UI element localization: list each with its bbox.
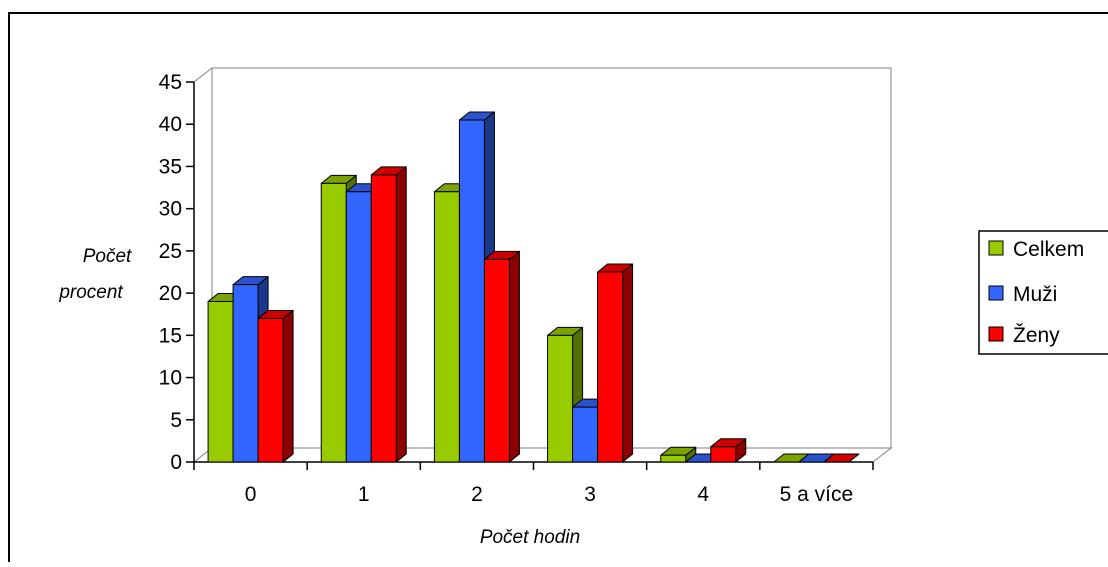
bar-front-face: [547, 334, 574, 463]
x-axis-ticks: 0 1 2 3 4 5 a více: [193, 462, 874, 506]
legend-label-celkem: Celkem: [1013, 238, 1084, 261]
x-tick-label: 3: [584, 483, 596, 506]
bar-side-face: [395, 166, 407, 463]
bar-front-face: [660, 454, 687, 463]
x-tick-label: 0: [245, 483, 257, 506]
bar-zeny-3: [597, 263, 634, 463]
bar-zeny-2: [483, 250, 520, 463]
bar-zeny-5-a-vice: [823, 453, 860, 463]
bar-front-face: [370, 174, 397, 463]
bar-side-face: [622, 263, 634, 463]
bar-front-face: [572, 406, 599, 463]
bar-front-face: [433, 191, 460, 463]
bar-front-face: [232, 284, 259, 463]
bar-zeny-0: [257, 309, 294, 463]
y-axis-ticks: 0 5 10 15 20 25 30 35 40 45: [159, 71, 194, 474]
bar-side-face: [282, 309, 294, 463]
y-axis-title-line-2: procent: [58, 282, 123, 303]
bar-zeny-4: [710, 438, 747, 463]
bar-front-face: [458, 119, 485, 463]
y-axis-title-line-1: Počet: [83, 246, 132, 267]
side-wall-edge: [193, 67, 213, 83]
y-tick-label: 40: [159, 113, 182, 136]
y-tick-label: 10: [159, 367, 182, 390]
x-tick-label: 4: [697, 483, 709, 506]
bar-side-face: [508, 250, 520, 463]
legend-label-muzi: Muži: [1013, 283, 1057, 306]
bar-front-face: [597, 271, 624, 463]
bar-top-face: [823, 453, 860, 463]
bar-front-face: [257, 317, 284, 463]
legend-swatch-celkem: [988, 240, 1004, 256]
x-tick-label: 5 a více: [780, 483, 854, 506]
y-tick-label: 35: [159, 155, 182, 178]
bar-front-face: [345, 191, 372, 463]
legend-swatch-zeny: [988, 326, 1004, 342]
legend-label-zeny: Ženy: [1013, 324, 1060, 347]
x-tick-label: 1: [358, 483, 370, 506]
legend: Celkem Muži Ženy: [978, 230, 1108, 355]
bar-front-face: [710, 446, 737, 463]
x-axis-title: Počet hodin: [480, 527, 580, 548]
bar-zeny-1: [370, 166, 407, 463]
y-tick-label: 5: [170, 409, 182, 432]
chart-border: [8, 12, 1108, 567]
y-tick-label: 0: [170, 451, 182, 474]
y-tick-label: 15: [159, 324, 182, 347]
legend-swatch-muzi: [988, 285, 1004, 301]
bar-front-face: [483, 258, 510, 463]
bars-group: [207, 111, 860, 463]
y-tick-label: 30: [159, 198, 182, 221]
y-tick-label: 45: [159, 71, 182, 94]
bar-front-face: [207, 301, 234, 463]
bar-front-face: [320, 182, 347, 463]
x-tick-label: 2: [471, 483, 483, 506]
y-tick-label: 25: [159, 240, 182, 263]
y-tick-label: 20: [159, 282, 182, 305]
